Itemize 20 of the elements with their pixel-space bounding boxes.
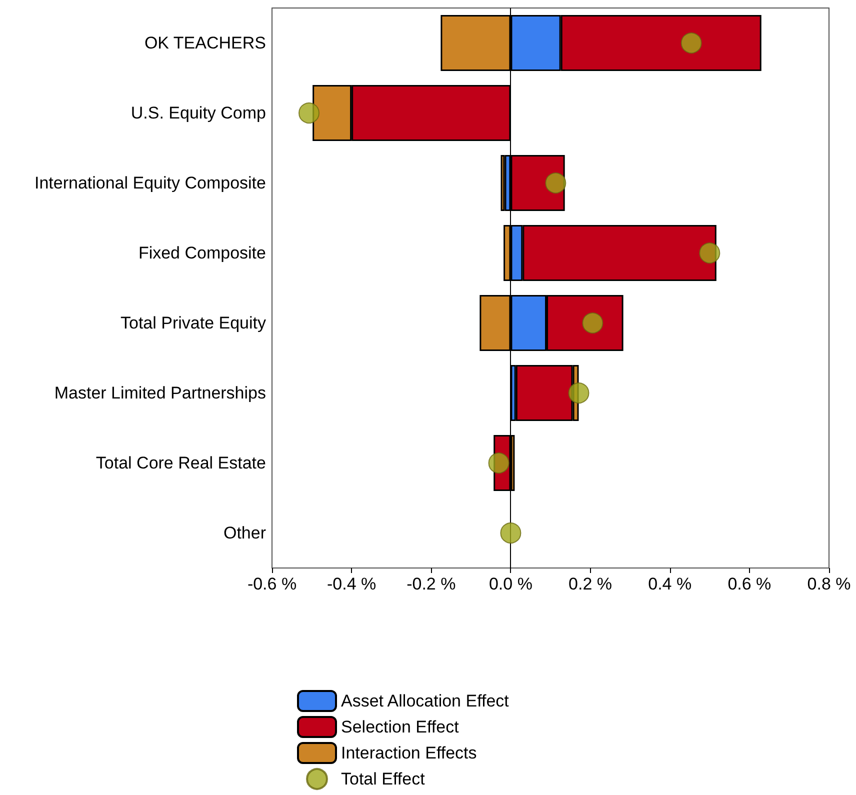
legend-label: Asset Allocation Effect bbox=[341, 692, 510, 710]
x-tick-label: 0.4 % bbox=[648, 574, 692, 594]
y-tick-label: U.S. Equity Comp bbox=[130, 104, 266, 122]
y-tick-label: Other bbox=[223, 524, 266, 542]
y-tick-label: OK TEACHERS bbox=[144, 34, 266, 52]
legend-label: Interaction Effects bbox=[341, 744, 477, 762]
x-tick-label: -0.4 % bbox=[327, 574, 376, 594]
legend-label: Total Effect bbox=[341, 770, 426, 788]
y-tick-label: Master Limited Partnerships bbox=[54, 384, 266, 402]
x-tick-label: 0.6 % bbox=[728, 574, 772, 594]
y-tick-label: Total Core Real Estate bbox=[96, 454, 266, 472]
x-tick-label: -0.2 % bbox=[406, 574, 456, 594]
y-tick-label: Fixed Composite bbox=[138, 244, 266, 262]
x-tick-label: -0.6 % bbox=[247, 574, 297, 594]
x-tick-label: 0.2 % bbox=[568, 574, 612, 594]
y-tick-label: International Equity Composite bbox=[34, 174, 266, 192]
y-tick-label: Total Private Equity bbox=[120, 314, 266, 332]
x-tick-label: 0.8 % bbox=[807, 574, 851, 594]
x-tick-label: 0.0 % bbox=[488, 574, 532, 594]
legend-label: Selection Effect bbox=[341, 718, 460, 736]
